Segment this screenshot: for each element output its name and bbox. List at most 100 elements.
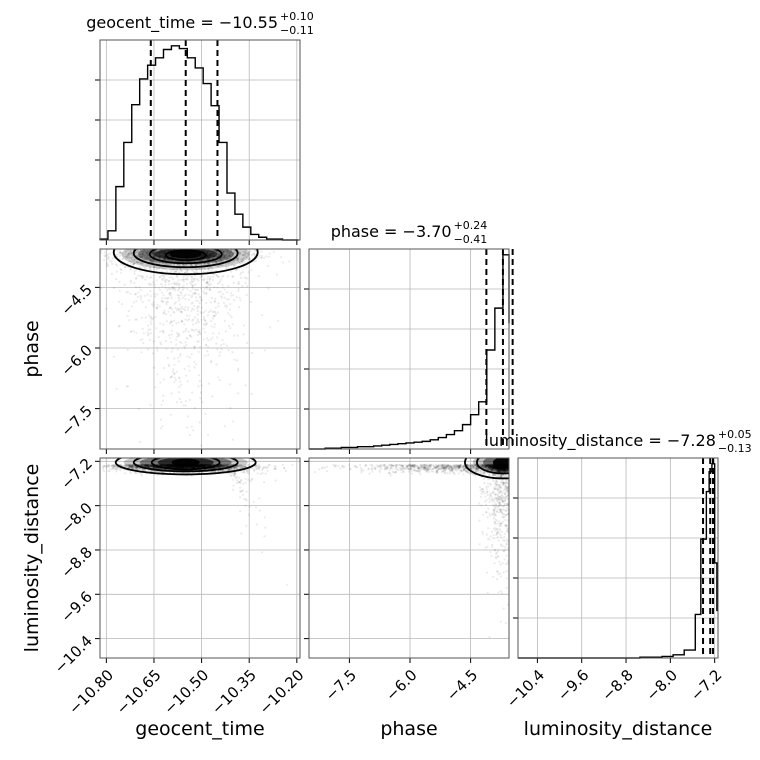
sample-point [200, 259, 204, 262]
sample-point [233, 473, 236, 476]
sample-point [232, 281, 235, 284]
sample-point [152, 466, 155, 469]
sample-point [235, 268, 238, 271]
sample-point [240, 466, 243, 470]
sample-point [260, 256, 263, 259]
sample-point [231, 261, 234, 264]
sample-point [141, 255, 144, 258]
sample-point [234, 466, 237, 469]
sample-point [222, 253, 225, 256]
sample-point [191, 307, 194, 310]
sample-point [220, 465, 224, 468]
sample-point [236, 257, 239, 260]
sample-point [291, 463, 294, 466]
sample-point [282, 261, 285, 264]
sample-point [135, 260, 138, 263]
sample-point [237, 287, 240, 290]
sample-point [154, 466, 157, 469]
sample-point [153, 255, 156, 258]
sample-point [163, 258, 166, 261]
sample-point [144, 257, 147, 260]
sample-point [207, 283, 210, 286]
sample-point [110, 260, 113, 263]
sample-point [222, 253, 225, 256]
sample-point [175, 401, 179, 404]
sample-point [204, 331, 207, 334]
sample-point [226, 464, 229, 467]
sample-point [260, 254, 263, 257]
sample-point [148, 257, 151, 260]
sample-point [171, 320, 174, 323]
sample-point [186, 269, 189, 272]
hist-panel-luminosity_distance-frame [517, 457, 719, 659]
sample-point [169, 291, 172, 294]
sample-point [136, 249, 140, 252]
sample-point [135, 466, 138, 469]
sample-point [166, 263, 169, 266]
sample-point [206, 278, 209, 281]
sample-point [126, 262, 129, 265]
sample-point [129, 268, 132, 271]
sample-point [130, 258, 133, 261]
sample-point [139, 464, 142, 467]
sample-point [175, 270, 178, 273]
sample-point [195, 296, 198, 299]
sample-point [224, 249, 227, 252]
sample-point [195, 268, 198, 271]
sample-point [171, 286, 174, 289]
sample-point [152, 303, 155, 306]
sample-point [139, 256, 142, 259]
sample-point [237, 282, 240, 285]
sample-point [244, 277, 247, 280]
sample-point [134, 466, 137, 469]
sample-point [173, 270, 177, 273]
sample-point [171, 287, 174, 291]
title-text: geocent_time = −10.55 [86, 13, 278, 33]
sample-point [261, 314, 264, 317]
sample-point [211, 268, 214, 271]
sample-point [131, 463, 134, 467]
sample-point [223, 250, 226, 253]
sample-point [148, 465, 151, 469]
sample-point [182, 278, 185, 281]
sample-point [121, 257, 124, 260]
sample-point [149, 260, 152, 263]
sample-point [136, 255, 139, 258]
sample-point [156, 303, 159, 306]
sample-point [182, 284, 185, 287]
sample-point [163, 274, 166, 278]
sample-point [155, 266, 158, 269]
sample-point [159, 322, 162, 325]
sample-point [187, 365, 190, 368]
sample-point [191, 285, 194, 288]
sample-point [148, 338, 152, 341]
sample-point [218, 259, 221, 262]
sample-point [236, 260, 240, 263]
sample-point [224, 255, 227, 258]
sample-point [182, 263, 185, 266]
sample-point [151, 261, 155, 264]
sample-point [130, 256, 133, 259]
sample-point [163, 279, 166, 283]
sample-point [134, 292, 138, 296]
sample-point [179, 264, 182, 267]
sample-point [220, 465, 223, 468]
sample-point [178, 397, 181, 400]
sample-point [201, 306, 204, 309]
sample-point [232, 249, 235, 252]
sample-point [232, 472, 235, 475]
sample-point [143, 255, 146, 258]
sample-point [226, 251, 229, 254]
scatter-points [100, 249, 291, 447]
sample-point [121, 253, 124, 256]
sample-point [201, 275, 204, 278]
sample-point [207, 339, 210, 342]
sample-point [162, 331, 165, 334]
sample-point [206, 281, 209, 285]
sample-point [139, 464, 142, 467]
sample-point [224, 258, 227, 261]
sample-point [224, 265, 228, 268]
sample-point [124, 472, 127, 475]
sample-point [188, 369, 191, 372]
sample-point [180, 310, 183, 313]
